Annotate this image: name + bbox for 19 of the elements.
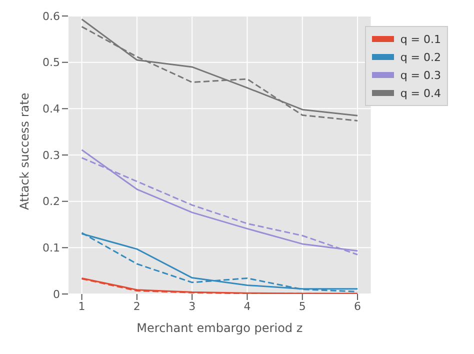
y-tick-label: 0.6: [42, 10, 60, 23]
legend-label: q = 0.4: [400, 86, 441, 100]
x-tick-label: 6: [354, 300, 362, 313]
y-tick-label: 0.3: [42, 148, 60, 162]
x-tick-label: 5: [298, 300, 306, 313]
y-tick-label: 0: [53, 288, 60, 301]
x-axis-title: Merchant embargo period z: [136, 321, 303, 335]
x-tick-label: 2: [133, 300, 140, 313]
y-axis-title: Attack success rate: [17, 92, 32, 210]
y-tick-label: 0.4: [42, 102, 60, 116]
y-tick-label: 0.5: [42, 56, 60, 70]
legend-label: q = 0.2: [400, 50, 441, 64]
y-tick-label: 0.1: [42, 242, 60, 255]
y-tick-label: 0.2: [42, 195, 60, 208]
legend-label: q = 0.1: [400, 32, 441, 46]
x-tick-label: 3: [188, 300, 196, 313]
x-tick-label: 1: [78, 300, 86, 313]
x-tick-label: 4: [244, 300, 251, 313]
legend-label: q = 0.3: [400, 68, 441, 82]
